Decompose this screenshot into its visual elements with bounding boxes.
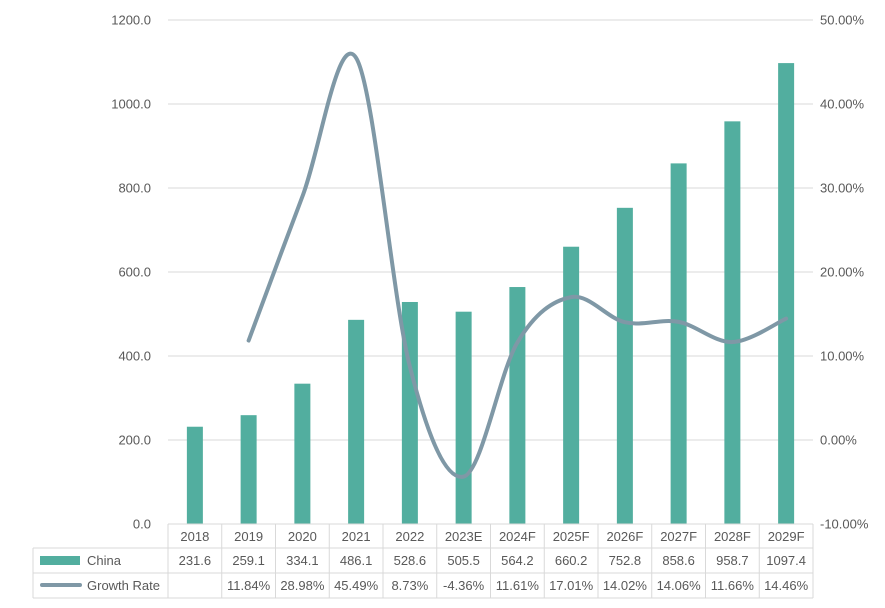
data-label-growth-rate: 14.02% — [603, 578, 648, 593]
category-label: 2022 — [395, 529, 424, 544]
bar-2028F — [724, 121, 741, 524]
data-label-growth-rate: 17.01% — [549, 578, 594, 593]
data-label-growth-rate: 11.61% — [496, 578, 540, 593]
data-label-china: 486.1 — [340, 553, 373, 568]
category-label: 2027F — [660, 529, 697, 544]
right-tick-label: -10.00% — [820, 517, 869, 532]
left-tick-label: 800.0 — [118, 181, 151, 196]
bar-2026F — [616, 207, 633, 524]
bar-2021 — [348, 319, 365, 524]
line-series — [246, 51, 789, 479]
data-label-growth-rate: 14.46% — [764, 578, 809, 593]
bar-series — [186, 63, 795, 524]
legend-label-growth-rate: Growth Rate — [87, 578, 160, 593]
category-label: 2023E — [445, 529, 483, 544]
bar-2020 — [294, 383, 311, 524]
right-tick-label: 50.00% — [820, 13, 865, 28]
bar-2027F — [670, 163, 687, 524]
data-label-growth-rate: 28.98% — [280, 578, 325, 593]
data-label-china: 858.6 — [662, 553, 695, 568]
data-label-china: 231.6 — [179, 553, 212, 568]
data-label-growth-rate: 45.49% — [334, 578, 379, 593]
data-label-growth-rate: 14.06% — [657, 578, 702, 593]
category-label: 2018 — [180, 529, 209, 544]
bar-2029F — [778, 63, 795, 524]
category-label: 2025F — [553, 529, 590, 544]
category-label: 2019 — [234, 529, 263, 544]
bar-2019 — [240, 415, 257, 524]
category-label: 2029F — [768, 529, 805, 544]
data-label-china: 660.2 — [555, 553, 588, 568]
category-label: 2026F — [606, 529, 643, 544]
data-table: 2018 2019 2020 2021 2022 2023E 2024F 2025F 2026F… — [32, 523, 814, 599]
data-label-growth-rate: 11.84% — [227, 578, 271, 593]
data-label-china: 528.6 — [394, 553, 427, 568]
data-label-china: 564.2 — [501, 553, 534, 568]
right-tick-label: 30.00% — [820, 181, 865, 196]
right-tick-label: 0.00% — [820, 433, 857, 448]
bar-2025F — [563, 246, 580, 524]
data-label-china: 1097.4 — [766, 553, 806, 568]
bar-2018 — [186, 426, 203, 524]
data-label-growth-rate: 11.66% — [711, 578, 755, 593]
category-label: 2021 — [342, 529, 371, 544]
right-tick-label: 10.00% — [820, 349, 865, 364]
left-tick-label: 1200.0 — [111, 13, 151, 28]
left-tick-label: 200.0 — [118, 433, 151, 448]
category-label: 2028F — [714, 529, 751, 544]
data-label-growth-rate: -4.36% — [443, 578, 485, 593]
right-tick-label: 20.00% — [820, 265, 865, 280]
growth-rate-line — [246, 51, 789, 479]
left-tick-label: 600.0 — [118, 265, 151, 280]
right-tick-label: 40.00% — [820, 97, 865, 112]
bar-2024F — [509, 287, 526, 524]
data-label-china: 259.1 — [232, 553, 265, 568]
gridlines — [168, 19, 813, 441]
left-tick-label: 0.0 — [133, 517, 151, 532]
data-label-china: 752.8 — [609, 553, 642, 568]
legend-swatch-china — [40, 556, 80, 565]
category-label: 2020 — [288, 529, 317, 544]
right-axis-ticks: -10.00% 0.00% 10.00% 20.00% 30.00% 40.00% 50.0… — [820, 13, 869, 532]
legend-label-china: China — [87, 553, 122, 568]
bar-2023E — [455, 311, 472, 524]
data-label-china: 505.5 — [447, 553, 480, 568]
left-axis-ticks: 0.0 200.0 400.0 600.0 800.0 1000.0 1200.0 — [111, 13, 151, 532]
data-label-china: 334.1 — [286, 553, 319, 568]
data-label-growth-rate: 8.73% — [391, 578, 428, 593]
left-tick-label: 1000.0 — [111, 97, 151, 112]
category-label: 2024F — [499, 529, 536, 544]
left-tick-label: 400.0 — [118, 349, 151, 364]
data-label-china: 958.7 — [716, 553, 749, 568]
